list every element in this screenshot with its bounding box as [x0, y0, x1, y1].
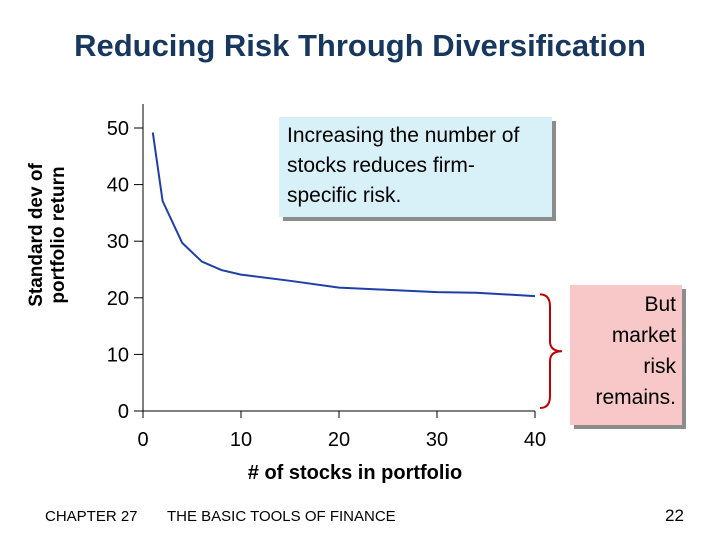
chart-ticks: 0 10 20 30 40 50 0 10 20 30 40	[107, 118, 546, 451]
y-tick-label: 40	[107, 175, 129, 197]
x-tick-label: 30	[426, 429, 448, 451]
slide-title: Reducing Risk Through Diversification	[74, 28, 646, 63]
y-tick-label: 50	[107, 118, 129, 140]
footer-book-title: THE BASIC TOOLS OF FINANCE	[167, 508, 396, 525]
y-tick-label: 10	[107, 344, 129, 366]
market-risk-callout: But market risk remains.	[570, 285, 682, 425]
firm-specific-risk-callout: Increasing the number of stocks reduces …	[279, 117, 552, 217]
x-tick-label: 0	[137, 429, 148, 451]
y-tick-label: 30	[107, 231, 129, 253]
y-tick-label: 0	[118, 401, 129, 423]
chart-series	[151, 132, 536, 298]
footer-chapter: CHAPTER 27	[45, 508, 138, 525]
y-tick-label: 20	[107, 288, 129, 310]
x-tick-label: 10	[230, 429, 252, 451]
x-tick-label: 40	[524, 429, 546, 451]
x-tick-label: 20	[328, 429, 350, 451]
page-number: 22	[665, 506, 684, 525]
risk-curve-line	[151, 132, 536, 298]
market-risk-brace	[539, 293, 563, 409]
x-axis-label: # of stocks in portfolio	[248, 462, 462, 484]
